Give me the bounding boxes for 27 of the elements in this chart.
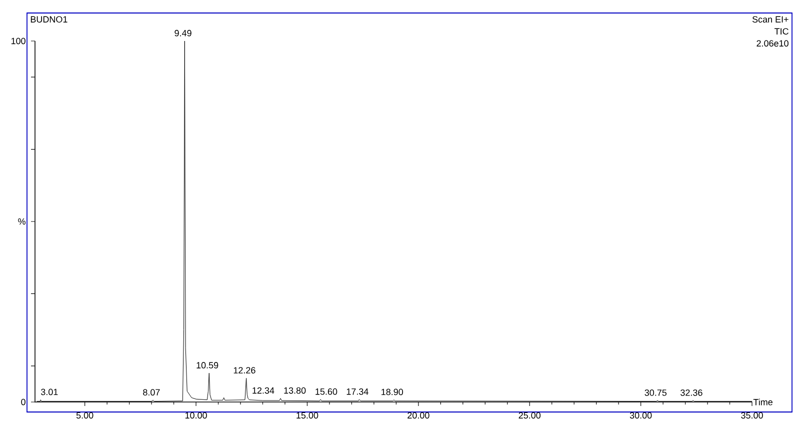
annotation: 18.90 <box>382 388 404 396</box>
x-tick-label: 30.00 <box>630 412 652 419</box>
annotation: 10.59 <box>196 362 218 368</box>
annotation: 8.07 <box>143 389 160 396</box>
annotation: 17.34 <box>346 388 368 395</box>
x-tick-label: 20.00 <box>408 412 430 419</box>
y-tick-label: 0 <box>21 398 26 406</box>
x-tick-label: 10.00 <box>185 412 207 419</box>
x-tick-label: 15.00 <box>296 412 318 419</box>
text: TIC <box>774 28 788 35</box>
text: 2.06e10 <box>756 40 788 47</box>
annotation: 13.80 <box>284 387 306 394</box>
annotation: 12.26 <box>234 367 256 374</box>
annotation: 3.01 <box>41 388 58 396</box>
annotation: 9.49 <box>174 30 192 36</box>
text: Scan EI+ <box>752 16 788 23</box>
x-tick-label: 35.00 <box>741 412 763 419</box>
annotation: 30.75 <box>644 389 667 396</box>
annotation: 12.34 <box>252 387 274 394</box>
annotation: 15.60 <box>316 388 338 395</box>
x-axis-title: Time <box>753 398 772 406</box>
x-tick-label: 5.00 <box>76 412 94 419</box>
x-tick-label: 25.00 <box>518 412 541 419</box>
y-tick-label: % <box>18 218 26 225</box>
chart-title: BUDNO1 <box>30 16 68 23</box>
y-tick-label: 100 <box>11 38 26 44</box>
annotation: 32.36 <box>680 389 702 396</box>
